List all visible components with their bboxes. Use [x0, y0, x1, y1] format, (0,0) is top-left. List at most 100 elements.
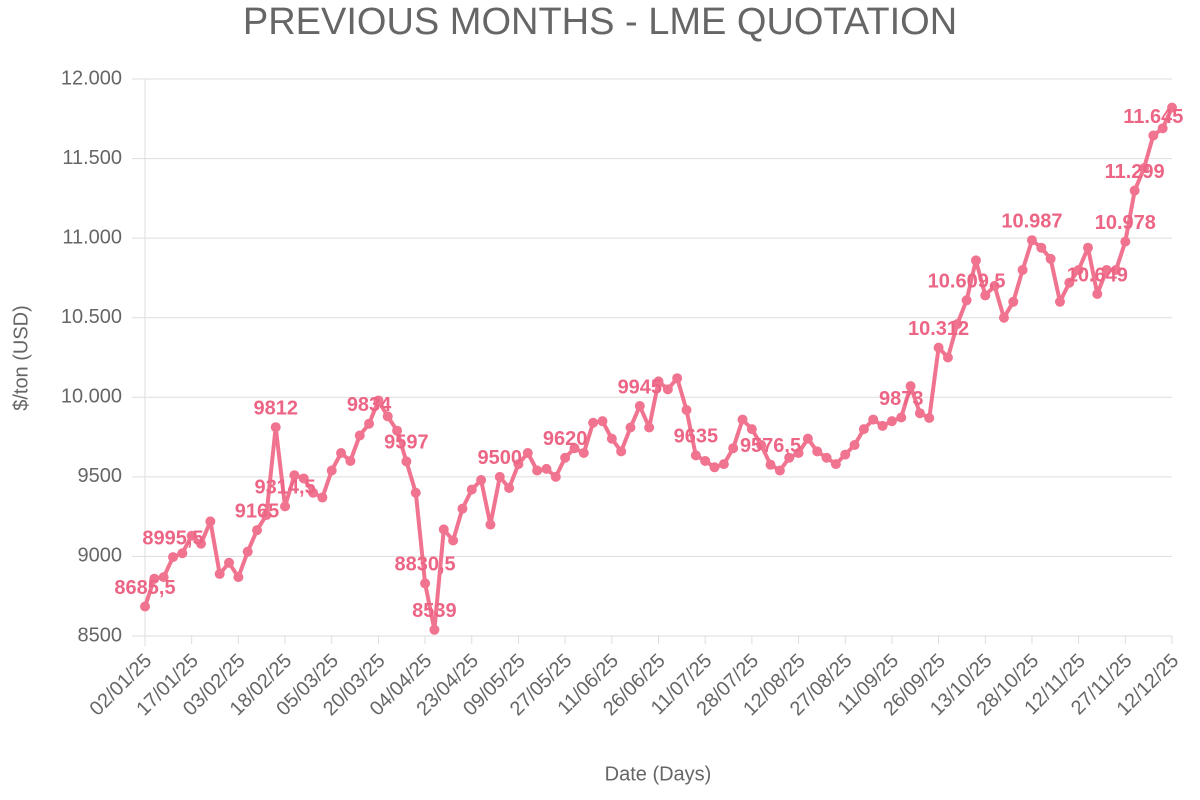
- data-point: [168, 552, 179, 563]
- data-point: [457, 503, 468, 514]
- y-tick-label: 11.000: [62, 226, 122, 248]
- data-point: [756, 440, 767, 451]
- data-point: [550, 471, 561, 482]
- data-point: [1017, 264, 1028, 275]
- y-axis-label: $/ton (USD): [10, 305, 32, 411]
- data-point: [905, 381, 916, 392]
- data-point: [242, 546, 253, 557]
- data-point: [914, 408, 925, 419]
- data-label: 11.645: [1123, 106, 1183, 128]
- data-point: [1036, 242, 1047, 253]
- data-point: [942, 352, 953, 363]
- data-point: [326, 465, 337, 476]
- data-point: [877, 420, 888, 431]
- y-tick-label: 10.000: [61, 386, 122, 408]
- data-point: [952, 319, 963, 330]
- data-point: [886, 416, 897, 427]
- data-point: [634, 401, 645, 412]
- data-point: [737, 414, 748, 425]
- data-label: 10.312: [908, 318, 969, 340]
- data-point: [830, 459, 841, 470]
- data-point: [494, 471, 505, 482]
- data-point: [364, 418, 375, 429]
- data-label: 9620: [543, 428, 588, 450]
- data-point: [765, 459, 776, 470]
- data-point: [298, 473, 309, 484]
- y-tick-label: 11.500: [62, 147, 122, 169]
- data-label: 10.649: [1067, 264, 1128, 286]
- data-point: [709, 462, 720, 473]
- data-point: [140, 601, 150, 612]
- y-tick-label: 8500: [78, 624, 123, 646]
- data-point: [1101, 264, 1112, 275]
- data-point: [821, 452, 832, 463]
- data-point: [569, 443, 580, 454]
- data-point: [718, 459, 729, 470]
- data-label: 8995,5: [142, 527, 203, 549]
- data-point: [578, 447, 589, 458]
- data-point: [961, 295, 972, 306]
- chart-title: PREVIOUS MONTHS - LME QUOTATION: [243, 1, 957, 43]
- data-point: [1082, 242, 1093, 253]
- data-point: [410, 487, 421, 498]
- data-point: [149, 573, 160, 584]
- data-point: [504, 482, 515, 493]
- data-point: [205, 516, 216, 527]
- data-point: [476, 475, 487, 486]
- data-point: [784, 452, 795, 463]
- data-point: [233, 572, 244, 583]
- data-point: [933, 342, 944, 353]
- data-point: [681, 405, 692, 416]
- data-point: [513, 459, 524, 470]
- data-point: [896, 412, 907, 423]
- data-point: [345, 455, 356, 466]
- y-tick-label: 12.000: [61, 67, 122, 89]
- data-point: [196, 538, 207, 549]
- data-point: [1110, 264, 1121, 275]
- data-point: [606, 433, 617, 444]
- data-point: [289, 470, 300, 481]
- data-point: [158, 572, 169, 583]
- data-point: [1045, 253, 1056, 264]
- data-label: 10.609,5: [928, 271, 1006, 293]
- data-point: [308, 487, 319, 498]
- y-tick-label: 9500: [78, 465, 123, 487]
- data-label: 9314,5: [254, 477, 315, 499]
- data-point: [653, 376, 664, 387]
- data-point: [354, 430, 365, 441]
- data-label: 8539: [412, 600, 457, 622]
- data-point: [662, 384, 673, 395]
- data-point: [924, 412, 935, 423]
- data-point: [560, 452, 571, 463]
- data-point: [858, 424, 869, 435]
- data-label: 9165: [235, 500, 280, 522]
- data-point: [597, 416, 608, 427]
- data-point: [970, 255, 981, 266]
- data-point: [224, 557, 235, 568]
- data-point: [868, 414, 879, 425]
- y-tick-label: 10.500: [61, 306, 122, 328]
- data-point: [1073, 264, 1084, 275]
- data-label: 9635: [674, 426, 719, 448]
- y-tick-label: 9000: [78, 545, 123, 567]
- data-point: [849, 440, 860, 451]
- data-point: [532, 465, 543, 476]
- x-axis-label: Date (Days): [605, 763, 712, 785]
- data-point: [214, 568, 225, 579]
- data-label: 9576,5: [740, 435, 801, 457]
- data-point: [644, 422, 655, 433]
- data-point: [812, 446, 823, 457]
- data-point: [252, 525, 263, 536]
- data-point: [1054, 296, 1065, 307]
- data-point: [840, 449, 851, 460]
- data-point: [802, 433, 813, 444]
- data-point: [980, 290, 991, 301]
- data-point: [280, 501, 291, 512]
- data-point: [485, 519, 496, 530]
- data-label: 10.978: [1095, 212, 1156, 234]
- data-point: [1129, 185, 1140, 196]
- data-point: [438, 524, 449, 535]
- data-point: [728, 443, 739, 454]
- data-point: [700, 455, 711, 466]
